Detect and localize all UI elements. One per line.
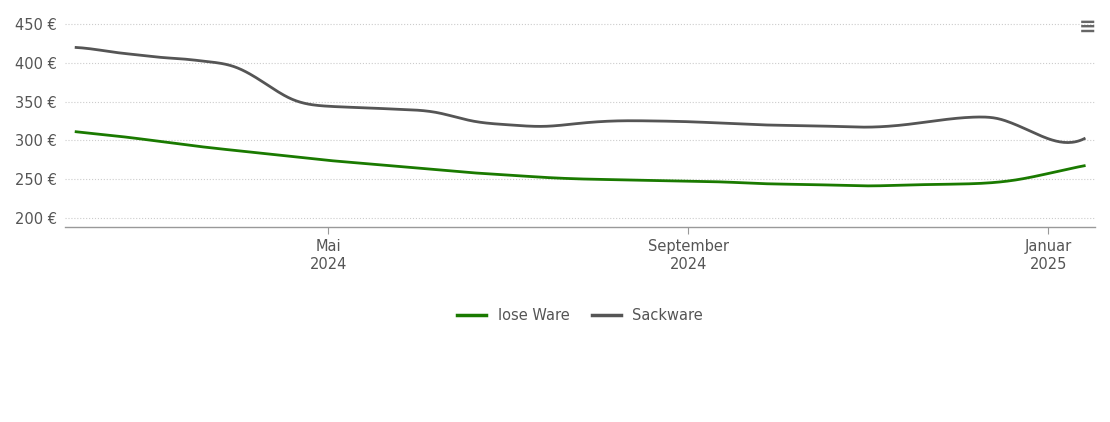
Legend: lose Ware, Sackware: lose Ware, Sackware: [452, 302, 709, 329]
Text: ≡: ≡: [1079, 17, 1097, 37]
